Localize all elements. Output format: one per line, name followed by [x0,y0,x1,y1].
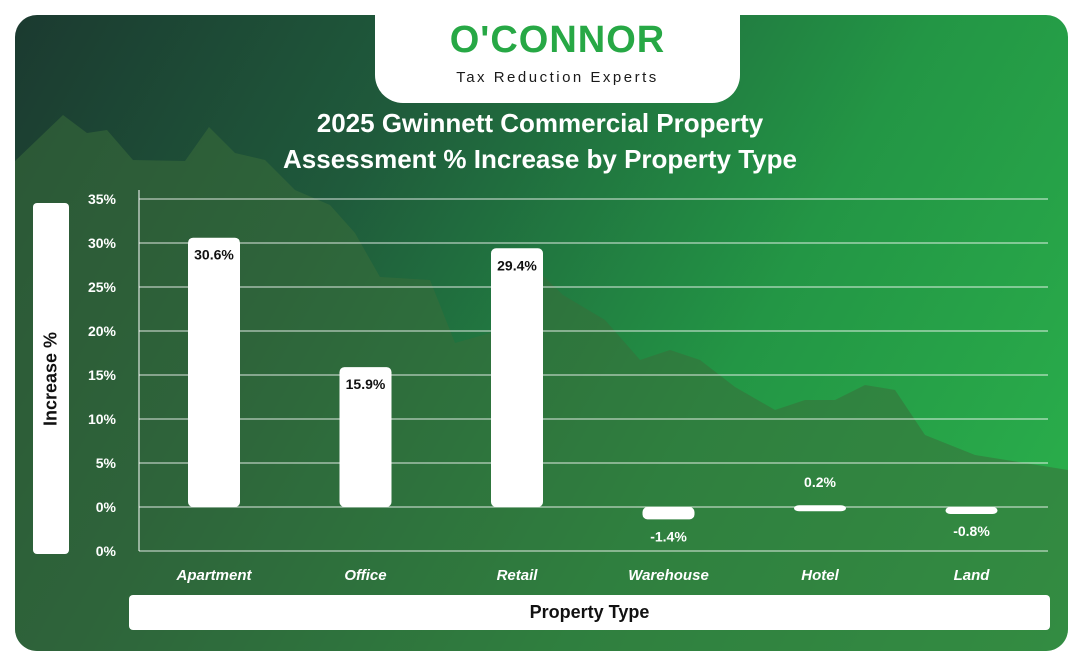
bar [188,237,240,507]
bar-value-label: 0.2% [804,474,836,490]
y-tick-label: 25% [88,279,117,295]
x-axis-label-box: Property Type [129,595,1050,630]
bar-value-label: -0.8% [953,523,990,539]
x-tick-label: Warehouse [628,567,709,584]
logo-tab: O'CONNOR Tax Reduction Experts [375,15,740,103]
bar-value-label: 15.9% [346,376,386,392]
y-tick-label: 20% [88,323,117,339]
bar [642,507,695,520]
x-tick-label: Hotel [801,567,839,584]
y-tick-label: 15% [88,367,117,383]
x-tick-label: Retail [497,567,539,584]
x-axis-label: Property Type [529,602,650,622]
brand-logo: O'CONNOR [449,19,666,61]
bar-value-label: -1.4% [650,528,687,544]
y-tick-label: 0% [96,543,117,559]
y-tick-label: 0% [96,499,117,515]
y-tick-label: 5% [96,455,117,471]
y-axis-label-box [33,203,69,554]
y-tick-label: 35% [88,191,117,207]
y-tick-label: 30% [88,235,117,251]
bar [491,248,543,507]
x-tick-label: Apartment [175,567,252,584]
x-tick-label: Land [954,567,991,584]
x-tick-label: Office [344,567,386,584]
chart-title-line-2: Assessment % Increase by Property Type [283,144,797,174]
bar [794,505,846,512]
bar-value-label: 29.4% [497,257,537,273]
bar-value-label: 30.6% [194,247,234,263]
chart-title-line-1: 2025 Gwinnett Commercial Property [316,108,764,138]
bar [339,367,392,507]
brand-tagline: Tax Reduction Experts [456,69,659,86]
bar [945,507,998,515]
y-tick-label: 10% [88,411,117,427]
